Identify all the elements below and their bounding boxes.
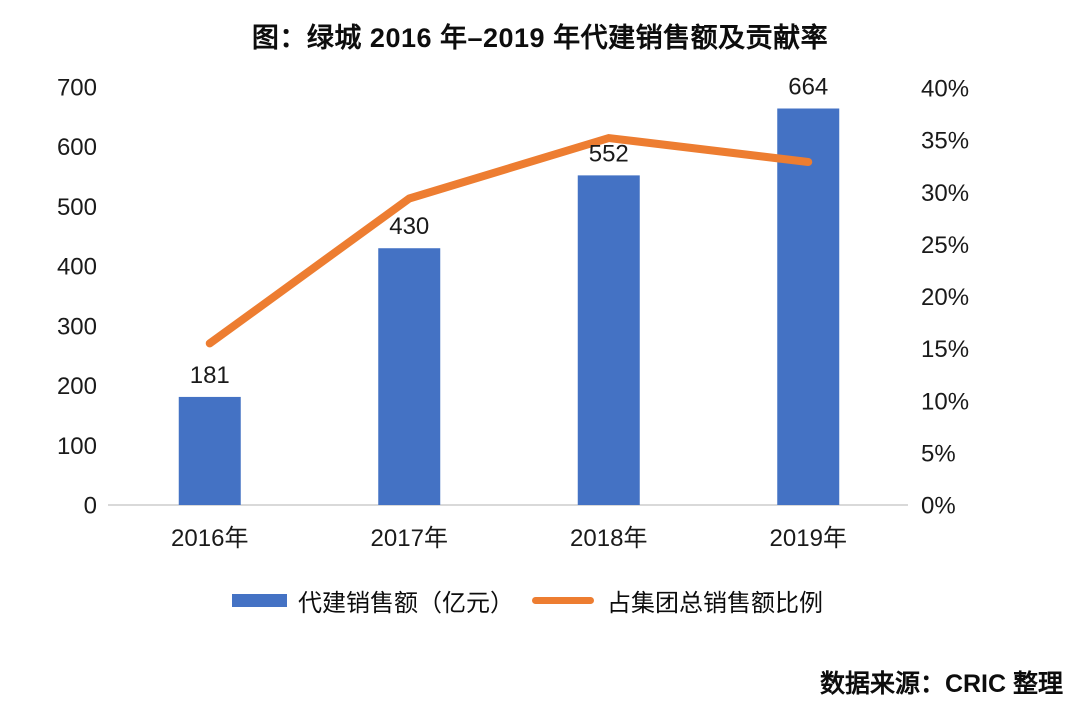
x-axis-label-2017年: 2017年 (371, 525, 448, 552)
contribution-line (205, 134, 813, 348)
legend-bar-label: 代建销售额（亿元） (298, 589, 514, 617)
left-axis-tick-200: 200 (57, 373, 97, 400)
chart-title: 图：绿城 2016 年–2019 年代建销售额及贡献率 (251, 23, 829, 53)
right-axis-tick-40%: 40% (921, 76, 969, 103)
left-axis-tick-400: 400 (57, 254, 97, 281)
right-axis-tick-35%: 35% (921, 128, 969, 155)
bar-2018年 (577, 175, 640, 505)
right-axis-tick-30%: 30% (921, 180, 969, 207)
right-axis-tick-25%: 25% (921, 232, 969, 259)
legend-line-label: 占集团总销售额比例 (607, 589, 823, 617)
legend: 代建销售额（亿元） 占集团总销售额比例 (232, 585, 823, 617)
bar-value-label-2018年: 552 (589, 140, 629, 167)
right-axis-tick-10%: 10% (921, 388, 969, 415)
legend-line-swatch-icon (532, 596, 594, 604)
left-axis-tick-300: 300 (57, 313, 97, 340)
left-axis-tick-700: 700 (57, 75, 97, 102)
right-axis-tick-15%: 15% (921, 336, 969, 363)
bar-value-label-2017年: 430 (389, 213, 429, 240)
source-note: 数据来源：CRIC 整理 (819, 670, 1063, 698)
right-axis-tick-0%: 0% (921, 493, 956, 520)
right-axis-tick-20%: 20% (921, 284, 969, 311)
bar-2016年 (178, 396, 241, 505)
bar-value-label-2016年: 181 (190, 362, 230, 389)
left-axis-tick-600: 600 (57, 134, 97, 161)
legend-bar-swatch-icon (232, 593, 287, 607)
bar-value-label-2019年: 664 (788, 73, 828, 100)
x-axis-label-2019年: 2019年 (770, 525, 847, 552)
left-axis-tick-0: 0 (84, 493, 97, 520)
left-axis-tick-100: 100 (57, 433, 97, 460)
right-axis-tick-5%: 5% (921, 440, 956, 467)
bar-2019年 (777, 108, 840, 506)
x-axis-label-2018年: 2018年 (570, 525, 647, 552)
bar-2017年 (378, 248, 441, 505)
left-axis-tick-500: 500 (57, 194, 97, 221)
x-axis-label-2016年: 2016年 (171, 525, 248, 552)
